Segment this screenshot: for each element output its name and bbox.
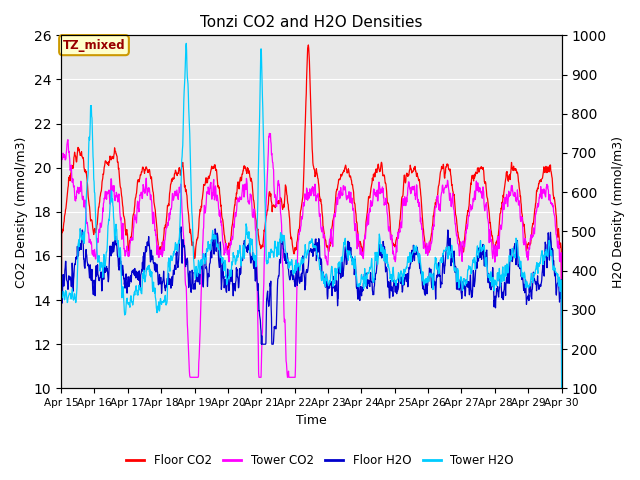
- Tower CO2: [499, 200, 507, 206]
- X-axis label: Time: Time: [296, 414, 326, 427]
- Floor H2O: [168, 282, 176, 288]
- Tower CO2: [266, 131, 273, 136]
- Floor CO2: [57, 385, 65, 391]
- Floor H2O: [454, 279, 462, 285]
- Tower CO2: [57, 316, 65, 322]
- Title: Tonzi CO2 and H2O Densities: Tonzi CO2 and H2O Densities: [200, 15, 422, 30]
- Tower CO2: [557, 370, 565, 375]
- Floor H2O: [156, 281, 164, 287]
- Tower H2O: [225, 274, 232, 280]
- Y-axis label: H2O Density (mmol/m3): H2O Density (mmol/m3): [612, 136, 625, 288]
- Line: Floor CO2: Floor CO2: [61, 45, 561, 388]
- Floor CO2: [454, 233, 462, 239]
- Floor H2O: [57, 341, 65, 347]
- Tower H2O: [454, 268, 462, 274]
- Tower H2O: [557, 385, 565, 391]
- Tower H2O: [182, 40, 190, 46]
- Tower CO2: [168, 191, 176, 196]
- Floor CO2: [389, 242, 397, 248]
- Line: Tower H2O: Tower H2O: [61, 43, 561, 388]
- Floor CO2: [156, 244, 164, 250]
- Y-axis label: CO2 Density (mmol/m3): CO2 Density (mmol/m3): [15, 136, 28, 288]
- Floor H2O: [177, 224, 185, 230]
- Legend: Floor CO2, Tower CO2, Floor H2O, Tower H2O: Floor CO2, Tower CO2, Floor H2O, Tower H…: [122, 449, 518, 472]
- Floor CO2: [225, 244, 232, 250]
- Tower CO2: [225, 256, 232, 262]
- Text: TZ_mixed: TZ_mixed: [63, 39, 125, 52]
- Tower H2O: [156, 298, 164, 303]
- Floor H2O: [389, 293, 397, 299]
- Tower CO2: [389, 248, 397, 254]
- Floor H2O: [557, 341, 565, 347]
- Tower CO2: [156, 247, 164, 253]
- Tower H2O: [168, 257, 176, 263]
- Floor CO2: [499, 201, 506, 206]
- Line: Tower CO2: Tower CO2: [61, 133, 561, 377]
- Floor CO2: [305, 42, 312, 48]
- Tower CO2: [455, 242, 463, 248]
- Floor H2O: [225, 287, 232, 293]
- Floor CO2: [168, 176, 176, 182]
- Line: Floor H2O: Floor H2O: [61, 227, 561, 344]
- Tower H2O: [57, 385, 65, 391]
- Tower H2O: [499, 268, 506, 274]
- Tower H2O: [389, 267, 397, 273]
- Floor H2O: [499, 291, 506, 297]
- Floor CO2: [557, 339, 565, 345]
- Tower CO2: [187, 374, 195, 380]
